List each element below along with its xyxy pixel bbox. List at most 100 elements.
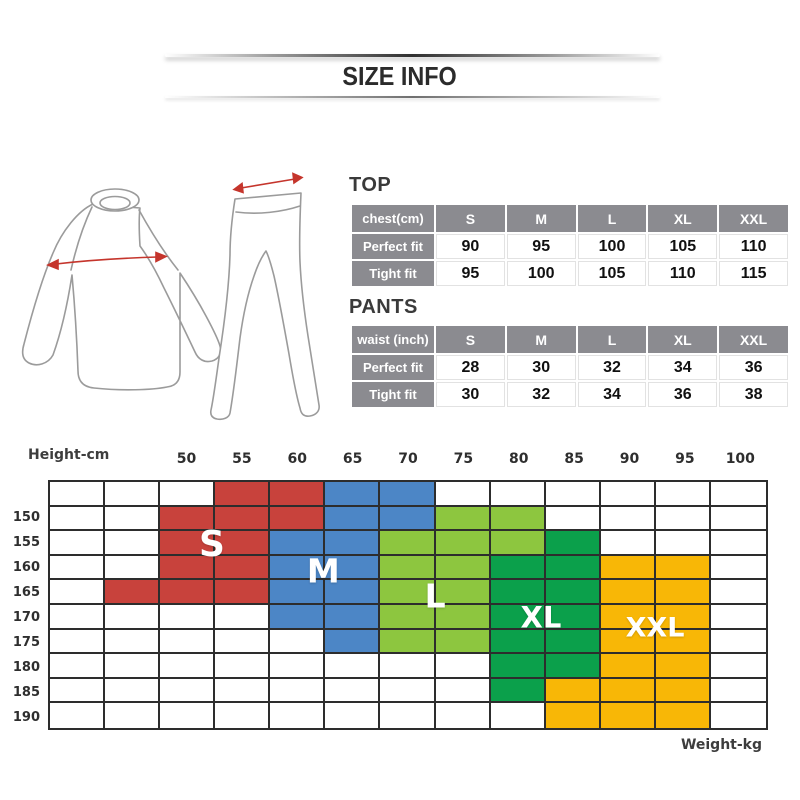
size-column-header: M xyxy=(506,326,576,353)
size-cell-xxl xyxy=(655,555,711,581)
top-size-table: chest(cm) S M L XL XXL Perfect fit 90 95 100 105 11… xyxy=(350,203,790,288)
size-cell-xl xyxy=(545,654,601,679)
size-cell-xxl xyxy=(655,605,711,630)
height-tick-label xyxy=(0,480,40,505)
size-cell-m xyxy=(270,555,326,581)
size-cell-l xyxy=(435,555,491,581)
size-value-cell: 95 xyxy=(506,234,576,259)
size-cell-xxl xyxy=(600,555,656,581)
size-value-cell: 38 xyxy=(719,382,788,407)
size-cell-s xyxy=(270,506,326,532)
empty-cell xyxy=(380,654,436,679)
empty-cell xyxy=(490,482,546,507)
size-cell-s xyxy=(160,580,216,605)
table-corner-label: waist (inch) xyxy=(352,326,434,353)
empty-cell xyxy=(710,605,766,630)
height-tick-label: 150 xyxy=(12,510,40,525)
size-column-header: XL xyxy=(648,205,718,232)
table-corner-label: chest(cm) xyxy=(352,205,434,232)
size-cell-l xyxy=(435,531,491,556)
chest-measure-arrow xyxy=(55,256,159,265)
size-value-cell: 110 xyxy=(648,261,718,286)
size-cell-xxl xyxy=(600,629,656,655)
size-value-cell: 28 xyxy=(436,355,505,380)
size-value-cell: 105 xyxy=(648,234,718,259)
size-cell-xxl xyxy=(655,678,711,704)
size-heatmap-grid xyxy=(48,480,768,730)
size-column-header: L xyxy=(577,205,647,232)
size-cell-m xyxy=(270,531,326,556)
empty-cell xyxy=(160,629,216,655)
empty-cell xyxy=(160,703,216,728)
empty-cell xyxy=(545,506,601,532)
chest-arrowhead-right xyxy=(155,251,168,263)
empty-cell xyxy=(105,531,161,556)
pants-waistband-line xyxy=(235,205,301,214)
height-axis-label: Height-cm xyxy=(28,447,110,463)
size-cell-s xyxy=(215,531,271,556)
size-cell-xxl xyxy=(545,703,601,728)
size-value-cell: 100 xyxy=(506,261,576,286)
empty-cell xyxy=(545,482,601,507)
size-cell-xl xyxy=(545,580,601,605)
empty-cell xyxy=(50,482,106,507)
height-tick-label: 190 xyxy=(12,710,40,725)
empty-cell xyxy=(50,678,106,704)
size-cell-s xyxy=(215,482,271,507)
weight-tick-label: 85 xyxy=(564,451,584,467)
size-region-label-xxl: XXL xyxy=(625,612,685,643)
fit-row-label: Tight fit xyxy=(352,382,434,407)
size-region-label-l: L xyxy=(424,576,446,616)
shirt-left-seam xyxy=(70,206,93,271)
size-column-header: M xyxy=(506,205,576,232)
empty-cell xyxy=(160,678,216,704)
weight-tick-label: 95 xyxy=(675,451,695,467)
size-cell-l xyxy=(380,629,436,655)
size-column-header: S xyxy=(436,326,505,353)
fit-row-label: Perfect fit xyxy=(352,355,434,380)
size-cell-m xyxy=(325,605,381,630)
height-tick-label: 155 xyxy=(12,535,40,550)
empty-cell xyxy=(50,605,106,630)
pants-section-heading: PANTS xyxy=(349,296,418,318)
size-cell-xxl xyxy=(545,678,601,704)
empty-cell xyxy=(50,506,106,532)
empty-cell xyxy=(710,482,766,507)
size-cell-s xyxy=(215,580,271,605)
empty-cell xyxy=(105,506,161,532)
size-cell-s xyxy=(270,482,326,507)
weight-tick-label: 80 xyxy=(509,451,529,467)
empty-cell xyxy=(270,629,326,655)
empty-cell xyxy=(600,482,656,507)
fit-row-label: Perfect fit xyxy=(352,234,434,259)
empty-cell xyxy=(710,654,766,679)
empty-cell xyxy=(50,555,106,581)
size-cell-l xyxy=(490,506,546,532)
height-tick-label: 165 xyxy=(12,585,40,600)
empty-cell xyxy=(160,654,216,679)
size-cell-l xyxy=(435,580,491,605)
size-cell-m xyxy=(325,482,381,507)
empty-cell xyxy=(105,605,161,630)
weight-tick-label: 55 xyxy=(232,451,252,467)
size-cell-m xyxy=(380,506,436,532)
size-cell-s xyxy=(160,506,216,532)
pants-size-table: waist (inch) S M L XL XXL Perfect fit 28 30 32 34 3… xyxy=(350,324,790,409)
empty-cell xyxy=(325,678,381,704)
waist-arrowhead-left xyxy=(232,182,244,194)
size-cell-m xyxy=(325,531,381,556)
size-value-cell: 36 xyxy=(719,355,788,380)
empty-cell xyxy=(160,605,216,630)
size-value-cell: 32 xyxy=(506,382,576,407)
size-cell-m xyxy=(380,482,436,507)
empty-cell xyxy=(270,678,326,704)
size-value-cell: 32 xyxy=(577,355,647,380)
empty-cell xyxy=(600,531,656,556)
weight-tick-label: 100 xyxy=(725,451,755,467)
size-cell-xxl xyxy=(655,703,711,728)
size-value-cell: 95 xyxy=(436,261,505,286)
size-cell-xxl xyxy=(600,580,656,605)
size-cell-xl xyxy=(490,654,546,679)
weight-tick-label: 50 xyxy=(176,451,197,467)
